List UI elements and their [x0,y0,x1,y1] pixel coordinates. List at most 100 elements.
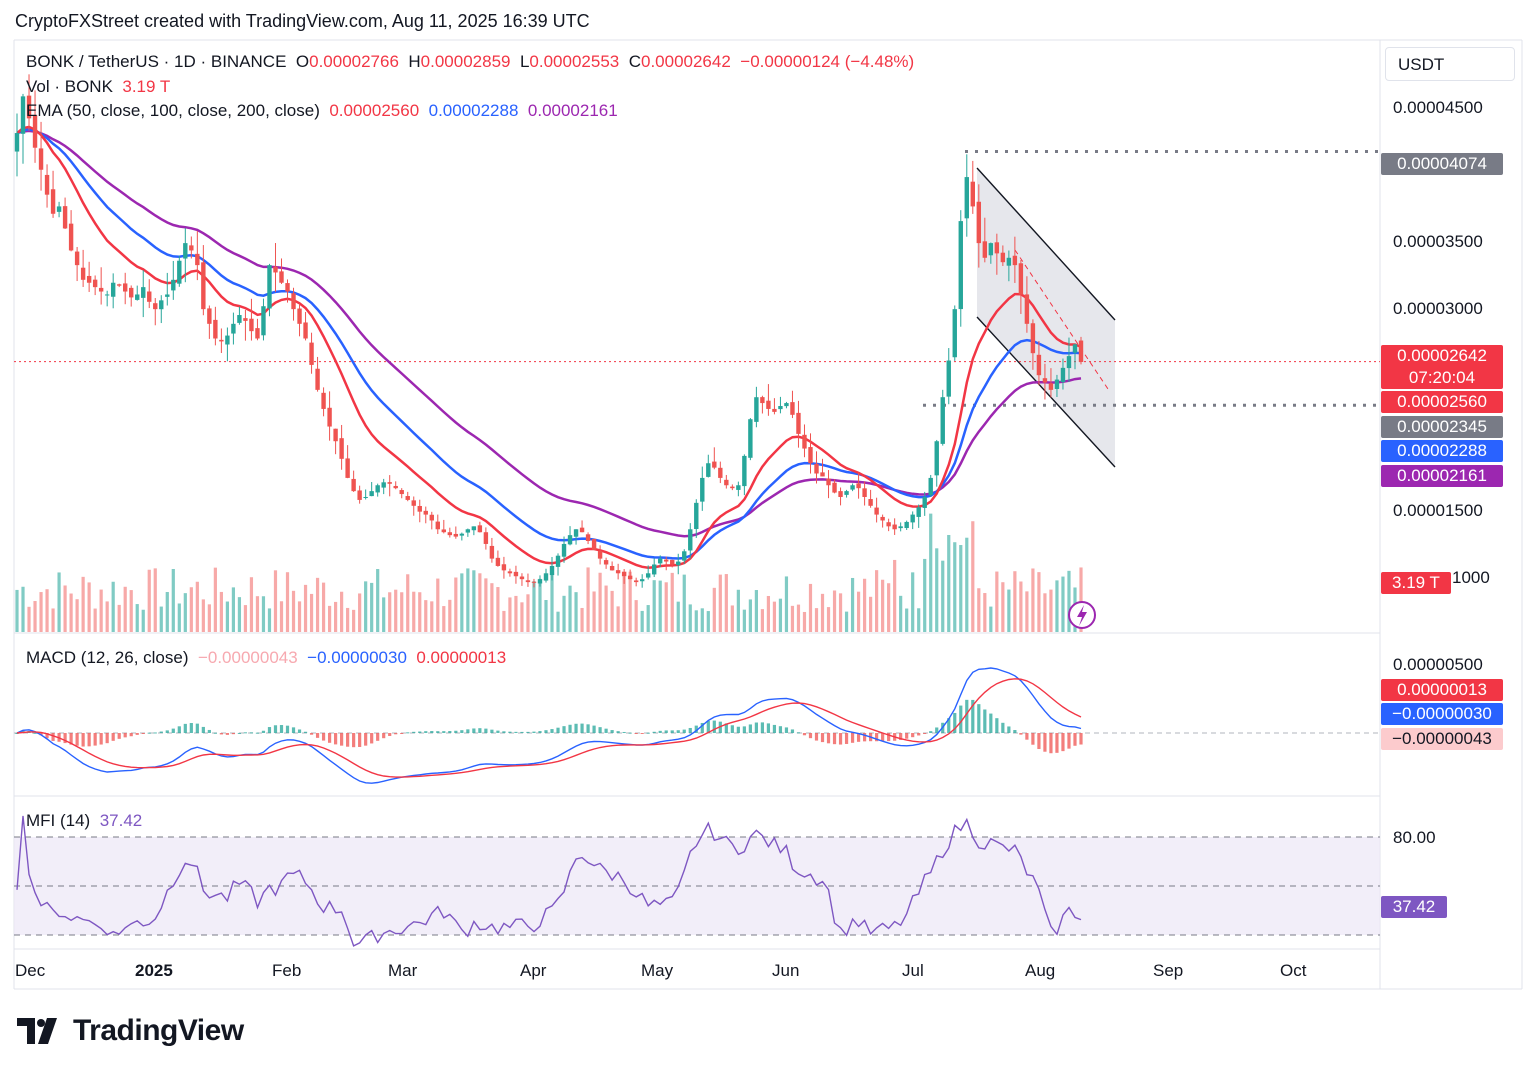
symbol-label[interactable]: BONK / TetherUS · 1D · BINANCE [26,52,287,71]
month-label: Aug [1025,961,1056,980]
volume-bar [796,604,801,632]
macd-tick: 0.00000500 [1393,655,1483,674]
macd-histogram-bar [640,733,644,734]
open-label: O [295,52,310,71]
macd-histogram-bar [129,733,133,737]
volume-bar [478,573,482,632]
candle-body [339,438,344,459]
macd-histogram-bar [1067,733,1071,749]
ema-label[interactable]: EMA (50, close, 100, close, 200, close) [26,101,320,120]
macd-histogram-bar [1049,733,1053,754]
volume-bar [15,589,19,632]
volume-bar [340,591,344,632]
macd-histogram-bar [267,727,272,733]
macd-histogram-bar [69,733,73,745]
candle-body [1060,367,1066,383]
currency-selector[interactable]: USDT [1385,47,1515,81]
macd-histogram-bar [430,731,434,733]
candle-body [712,461,717,468]
candle-body [273,266,278,273]
macd-histogram-bar [273,725,278,733]
candle-body [1066,356,1072,369]
macd-histogram-bar [983,709,987,733]
macd-histogram-bar [219,733,223,735]
macd-histogram-bar [604,728,608,733]
volume-bar [929,513,933,632]
candle-body [483,532,489,544]
candle-body [658,558,663,564]
candle-body [411,500,416,506]
macd-histogram-bar [1007,726,1011,733]
candle-body [189,245,194,251]
candle-body [20,96,26,134]
candle-body [778,406,783,410]
volume-bar [33,601,37,632]
tradingview-brand[interactable]: TradingView [17,1014,244,1048]
volume-bar [466,568,470,632]
macd-histogram-bar [412,731,416,733]
volume-bar [1007,589,1011,632]
volume-bar [1049,589,1053,632]
mfi-label[interactable]: MFI (14) [26,811,91,830]
candle-body [309,342,314,365]
volume-bar [718,574,722,632]
macd-histogram-bar [959,705,963,733]
macd-histogram-bar [712,720,716,733]
volume-label[interactable]: Vol · BONK [26,77,113,96]
candle-body [615,570,621,574]
macd-histogram-bar [586,724,590,733]
macd-histogram-bar [977,704,981,733]
macd-histogram-bar [754,722,758,733]
candle-body [621,571,627,577]
volume-bar [460,573,464,632]
candle-body [820,472,825,477]
candle-body [141,287,146,298]
macd-histogram-bar [736,726,740,733]
volume-bar [57,572,61,632]
volume-bar [237,597,242,632]
macd-histogram-bar [814,733,819,741]
candle-body [56,206,62,212]
volume-bar [532,581,536,632]
macd-histogram-bar [682,729,686,733]
candle-body [375,485,380,493]
candle-body [1054,379,1060,389]
volume-legend: Vol · BONK 3.19 T [26,77,170,97]
pane-borders [13,39,1523,990]
macd-hist-value: −0.00000043 [197,648,298,667]
price-tick: 0.00003000 [1393,299,1483,318]
candle-body [327,407,332,427]
brand-name: TradingView [73,1014,244,1047]
volume-bar [983,593,987,632]
macd-label[interactable]: MACD (12, 26, close) [26,648,189,667]
volume-bar [808,583,813,632]
volume-bar [844,611,849,632]
volume-bar [778,598,783,632]
candle-body [98,287,104,292]
volume-bar [171,568,175,632]
macd-histogram-bar [652,731,656,733]
macd-histogram-bar [255,732,260,734]
macd-histogram-bar [123,733,127,738]
candle-body [291,293,296,310]
candle-body [784,403,789,407]
volume-bar [21,586,25,632]
candle-body [838,491,843,497]
macd-line [16,667,1082,784]
macd-histogram-bar [875,733,879,742]
candle-body [363,496,368,498]
macd-histogram-bar [189,723,193,733]
lightning-icon[interactable] [1068,601,1096,629]
candle-body [694,502,699,530]
macd-histogram-bar [778,726,783,733]
candle-body [627,575,633,580]
volume-bar [327,605,332,632]
ema200-line [16,129,1082,538]
macd-histogram-bar [526,731,530,733]
volume-bar [1079,567,1083,632]
candle-body [567,535,573,545]
candle-body [826,478,831,486]
channel-midline [1014,249,1111,393]
macd-histogram-bar [484,728,488,733]
